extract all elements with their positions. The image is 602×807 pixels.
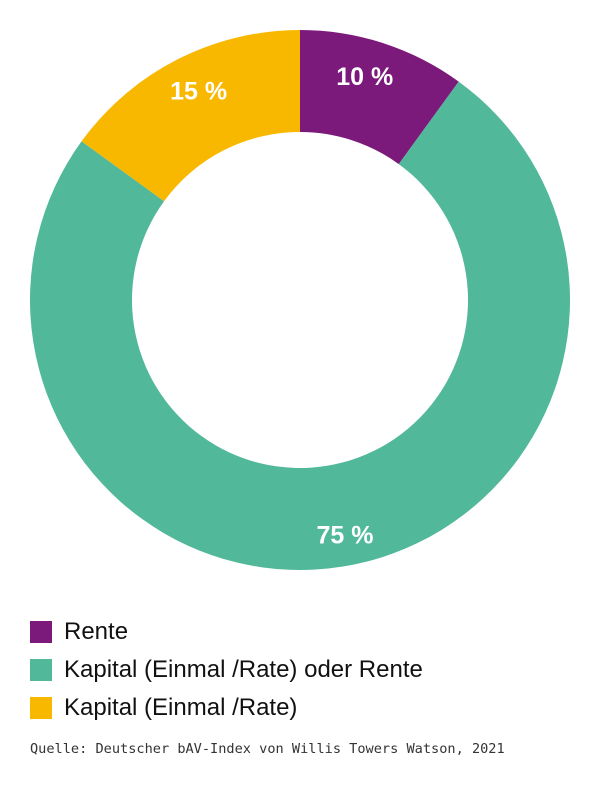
legend-swatch-kapital (30, 697, 52, 719)
legend-label-kapital-oder-rente: Kapital (Einmal /Rate) oder Rente (64, 656, 423, 683)
legend-swatch-rente (30, 621, 52, 643)
donut-slice-2 (81, 30, 300, 202)
donut-slice-0 (300, 30, 459, 165)
donut-slice-1 (29, 81, 570, 570)
source-note: Quelle: Deutscher bAV-Index von Willis T… (30, 741, 505, 757)
legend-item-rente: Rente (30, 613, 590, 651)
donut-slice-label-2: 15 % (170, 77, 227, 105)
legend-label-rente: Rente (64, 618, 129, 645)
legend-label-kapital: Kapital (Einmal /Rate) (64, 694, 298, 721)
chart-legend: Rente Kapital (Einmal /Rate) oder Rente … (30, 613, 590, 727)
donut-chart-svg: 10 % 75 % 15 % (29, 30, 570, 570)
donut-chart: 10 % 75 % 15 % (29, 30, 570, 570)
donut-slice-label-0: 10 % (336, 63, 393, 91)
legend-swatch-kapital-oder-rente (30, 659, 52, 681)
donut-slice-label-1: 75 % (316, 522, 373, 550)
legend-item-kapital: Kapital (Einmal /Rate) (30, 689, 590, 727)
legend-item-kapital-oder-rente: Kapital (Einmal /Rate) oder Rente (30, 651, 590, 689)
